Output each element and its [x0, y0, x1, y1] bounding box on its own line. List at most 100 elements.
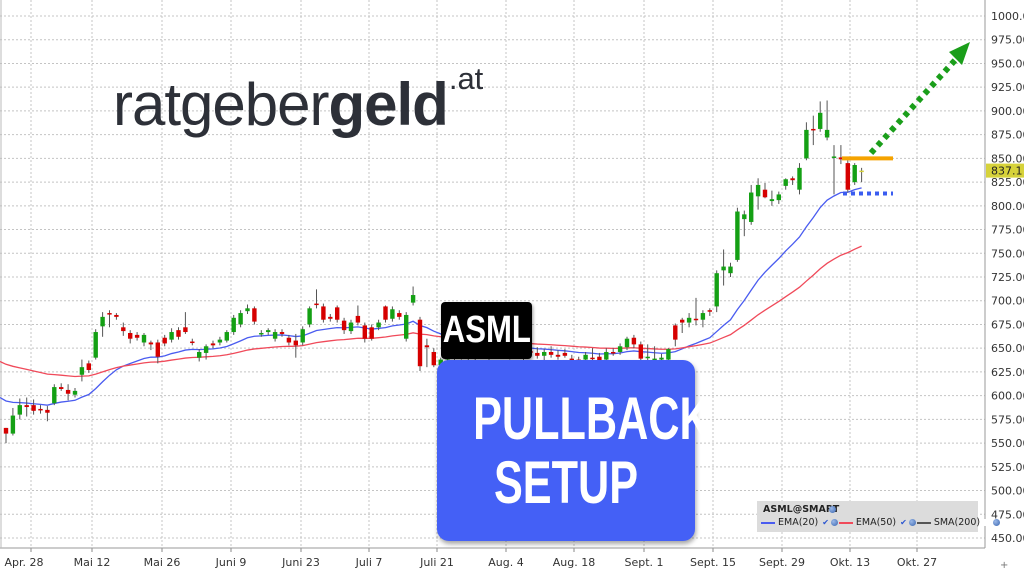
candle-body [31, 405, 36, 411]
candle-body [680, 319, 685, 323]
legend-item-ema20[interactable]: EMA(20) [778, 517, 819, 528]
legend-item-ema50[interactable]: EMA(50) [855, 517, 897, 528]
candle-body [155, 342, 160, 357]
candle-body [355, 315, 361, 323]
candle [279, 329, 285, 337]
candle [776, 191, 781, 204]
candle-body [824, 129, 830, 138]
x-tick-label: Juni 9 [215, 556, 247, 569]
candle [645, 344, 650, 362]
candle-body [148, 342, 154, 345]
candle-body [376, 322, 381, 328]
globe-icon[interactable] [993, 519, 1001, 526]
y-tick-label: 775.00 [991, 224, 1024, 237]
candle-body [10, 415, 16, 434]
candle [59, 383, 64, 391]
candle [859, 167, 864, 183]
candle [100, 312, 105, 337]
candle [673, 323, 678, 347]
candle-body [238, 313, 243, 325]
globe-icon[interactable] [830, 519, 838, 526]
y-tick-label: 850.00 [991, 152, 1024, 165]
candle [38, 405, 43, 414]
candle [307, 306, 312, 328]
y-tick-label: 450.00 [991, 532, 1024, 545]
candle-body [783, 179, 788, 186]
candle [266, 328, 271, 335]
candle-body [583, 354, 588, 360]
candle-body [169, 332, 174, 340]
candle-body [252, 308, 257, 322]
candle-body [245, 308, 250, 312]
candle [121, 322, 126, 336]
axis-corner-icon: + [1000, 560, 1008, 571]
candle [742, 210, 747, 237]
candle [314, 289, 319, 309]
candle [686, 313, 692, 328]
candle [797, 163, 802, 195]
candle [707, 308, 712, 316]
ticker-label: ASML [441, 302, 532, 359]
candle [369, 324, 374, 341]
candle [638, 341, 643, 361]
y-tick-label: 825.00 [991, 176, 1024, 189]
checkbox-empty[interactable] [984, 519, 992, 526]
candle-body [162, 337, 167, 344]
candle-body [3, 427, 9, 434]
candle [376, 319, 381, 331]
candle [611, 348, 616, 356]
candle-body [107, 313, 112, 315]
y-tick-label: 525.00 [991, 461, 1024, 474]
x-tick-label: Juli 7 [355, 556, 383, 569]
candle [293, 333, 298, 358]
candle-body [231, 317, 236, 333]
indicator-line-ema20 [0, 187, 862, 406]
y-tick-label: 650.00 [991, 342, 1024, 355]
candle [831, 145, 837, 195]
candle-body [266, 330, 271, 333]
candle [652, 346, 657, 362]
candle [728, 262, 733, 277]
candle-body [24, 405, 29, 408]
candle-body [321, 306, 326, 320]
candle [93, 329, 98, 360]
candle-body [693, 318, 699, 321]
globe-icon[interactable] [829, 506, 836, 513]
candle [217, 336, 223, 346]
candle-body [686, 317, 692, 323]
x-tick-label: Juni 23 [281, 556, 320, 569]
x-tick-label: Apr. 28 [4, 556, 43, 569]
candle [197, 349, 202, 362]
y-tick-label: 875.00 [991, 129, 1024, 142]
checkmark-icon[interactable]: ✔ [900, 518, 907, 527]
candle-body [790, 178, 795, 181]
candle [300, 326, 305, 346]
setup-line-1: PULLBACK [473, 384, 711, 452]
candle-body [624, 338, 630, 348]
globe-icon[interactable] [908, 519, 916, 526]
candle-body [742, 214, 747, 220]
candle-body [666, 349, 671, 360]
candle-body [838, 157, 844, 160]
candle-body [17, 405, 22, 415]
candle [31, 399, 36, 415]
y-tick-label: 575.00 [991, 413, 1024, 426]
candle [680, 317, 685, 333]
y-tick-label: 625.00 [991, 366, 1024, 379]
candle-body [190, 341, 195, 344]
candle [176, 327, 181, 340]
target-arrow-line [868, 55, 960, 156]
candle-body [176, 330, 181, 337]
candle-body [114, 314, 119, 317]
candle-body [424, 345, 430, 348]
x-tick-label: Aug. 4 [488, 556, 523, 569]
checkmark-icon[interactable]: ✔ [822, 518, 829, 527]
candle [245, 304, 250, 315]
candle-body [121, 327, 126, 332]
legend-item-sma200[interactable]: SMA(200) [933, 517, 981, 528]
candle [424, 338, 430, 368]
candle-body [811, 128, 816, 131]
candle-body [397, 313, 402, 317]
arrow-head-icon [949, 42, 970, 65]
candle [148, 340, 154, 351]
